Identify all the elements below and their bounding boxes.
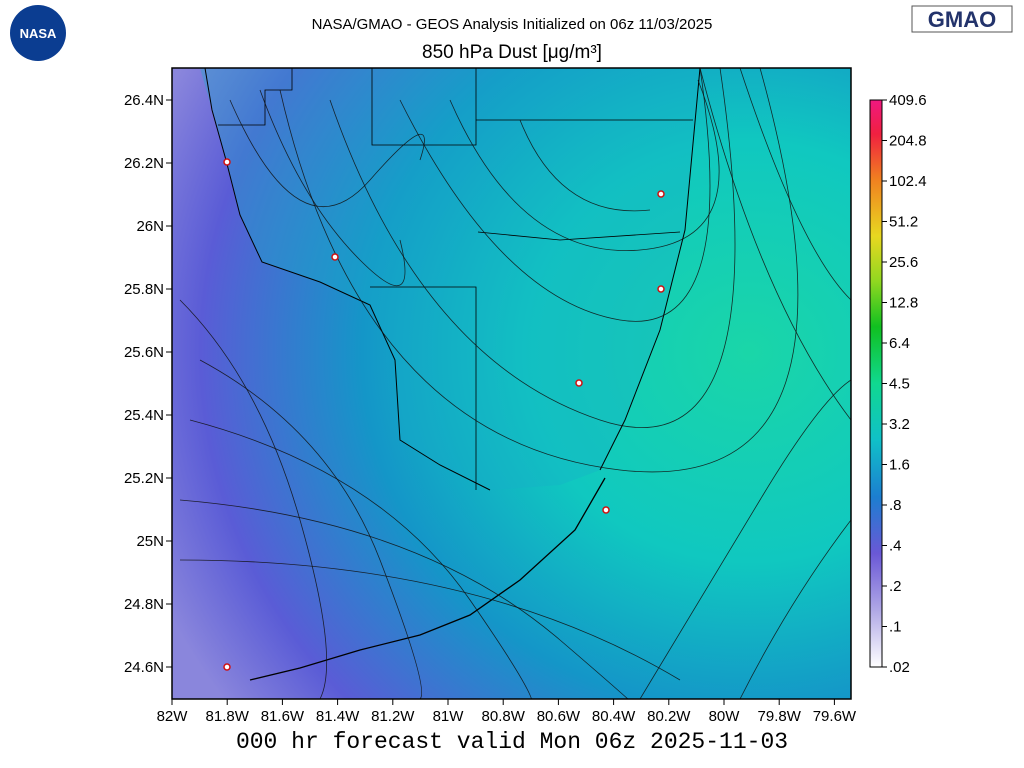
colorbar-label: .2 [889, 578, 902, 595]
subtitle: 850 hPa Dust [μg/m³] [422, 42, 602, 63]
lat-label: 24.6N [124, 659, 164, 676]
lon-label: 79.8W [758, 708, 802, 725]
colorbar-label: .8 [889, 497, 902, 514]
lat-label: 26.2N [124, 155, 164, 172]
lon-label: 79.6W [813, 708, 857, 725]
lon-label: 80.8W [482, 708, 526, 725]
lon-label: 81.8W [206, 708, 250, 725]
lon-label: 80W [709, 708, 741, 725]
colorbar-label: 409.6 [889, 92, 927, 109]
lon-label: 80.2W [647, 708, 691, 725]
lon-label: 81.2W [371, 708, 415, 725]
colorbar-label: .1 [889, 619, 902, 636]
lon-label: 82W [157, 708, 189, 725]
gmao-text: GMAO [928, 7, 996, 32]
colorbar-label: 204.8 [889, 133, 927, 150]
footer: 000 hr forecast valid Mon 06z 2025-11-03 [236, 729, 788, 755]
lat-label: 25.4N [124, 407, 164, 424]
colorbar-label: 51.2 [889, 214, 918, 231]
colorbar-label: 25.6 [889, 254, 918, 271]
colorbar-label: 6.4 [889, 335, 910, 352]
title: NASA/GMAO - GEOS Analysis Initialized on… [312, 16, 713, 33]
lat-label: 25.6N [124, 344, 164, 361]
lat-label: 25.8N [124, 281, 164, 298]
logo-nasa: NASA [10, 5, 66, 61]
lon-label: 81W [433, 708, 465, 725]
lat-label: 25N [136, 533, 164, 550]
lat-label: 26.4N [124, 92, 164, 109]
colorbar-label: 4.5 [889, 376, 910, 393]
lon-label: 81.4W [316, 708, 360, 725]
lat-label: 26N [136, 218, 164, 235]
logo-gmao: GMAO [911, 5, 1013, 33]
lon-label: 81.6W [261, 708, 305, 725]
lon-label: 80.4W [592, 708, 636, 725]
map [172, 68, 851, 699]
nasa-text: NASA [20, 26, 57, 41]
colorbar-label: .4 [889, 538, 902, 555]
colorbar-label: 102.4 [889, 173, 927, 190]
colorbar-label: .02 [889, 659, 910, 676]
map-frame [171, 67, 852, 700]
colorbar-label: 3.2 [889, 416, 910, 433]
colorbar-label: 12.8 [889, 295, 918, 312]
colorbar [869, 99, 883, 668]
lat-label: 24.8N [124, 596, 164, 613]
stations [223, 158, 665, 671]
lat-label: 25.2N [124, 470, 164, 487]
colorbar-label: 1.6 [889, 457, 910, 474]
lon-label: 80.6W [537, 708, 581, 725]
